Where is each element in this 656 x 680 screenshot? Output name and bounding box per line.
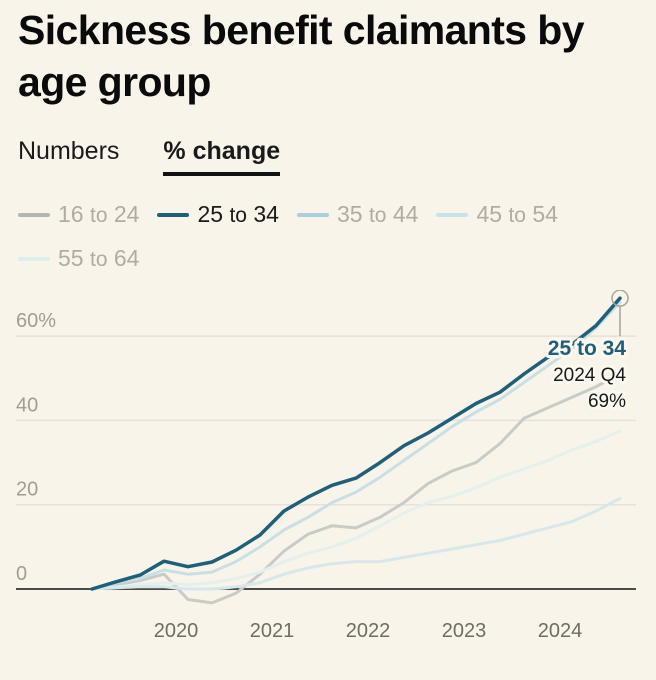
legend-item-35-to-44[interactable]: 35 to 44 [296,198,419,232]
series-lines [90,296,622,605]
y-tick-label: 60% [16,310,56,332]
x-axis: 2020 2021 2022 2023 2024 [154,620,583,642]
annotation: 25 to 34 2024 Q4 69% [545,290,629,415]
y-tick-label: 40 [16,394,38,416]
tab-percent-change[interactable]: % change [163,136,281,176]
series-line-55-to-64 [90,429,622,591]
legend-label: 55 to 64 [58,245,140,271]
x-tick-label: 2020 [154,620,199,642]
y-tick-label: 0 [16,563,27,585]
x-tick-label: 2024 [538,620,583,642]
legend-item-25-to-34[interactable]: 25 to 34 [157,198,279,232]
legend-item-55-to-64[interactable]: 55 to 64 [18,242,139,276]
x-tick-label: 2022 [346,620,391,642]
line-chart: 0 20 40 60% 2020 2021 2022 2023 2024 25 to 34 20… [16,290,636,642]
series-line-35-to-44 [90,300,622,591]
legend: 16 to 24 25 to 34 35 to 44 45 to 54 55 t… [18,198,648,276]
legend-item-45-to-54[interactable]: 45 to 54 [436,198,558,232]
legend-swatch [18,257,50,261]
x-tick-label: 2023 [442,620,487,642]
legend-swatch [157,213,190,217]
y-tick-label: 20 [16,479,38,501]
chart-title: Sickness benefit claimants by age group [18,7,585,105]
legend-label: 35 to 44 [336,201,419,227]
tab-numbers[interactable]: Numbers [18,137,120,165]
legend-swatch [296,213,329,217]
legend-label: 25 to 34 [197,201,279,227]
series-line-25-to-34 [90,296,622,591]
annotation-value: 69% [588,391,626,412]
legend-swatch [18,213,50,217]
annotation-marker [611,290,629,307]
legend-label: 45 to 54 [476,201,558,227]
legend-label: 16 to 24 [58,201,140,227]
y-axis: 0 20 40 60% [16,310,56,585]
series-line-16-to-24 [90,372,622,605]
legend-item-16-to-24[interactable]: 16 to 24 [18,198,139,232]
x-tick-label: 2021 [250,620,295,642]
series-line-45-to-54 [90,496,622,591]
annotation-period: 2024 Q4 [553,365,626,386]
legend-swatch [436,213,469,217]
view-toggle: Numbers % change [18,136,281,176]
annotation-series-label: 25 to 34 [548,337,627,360]
